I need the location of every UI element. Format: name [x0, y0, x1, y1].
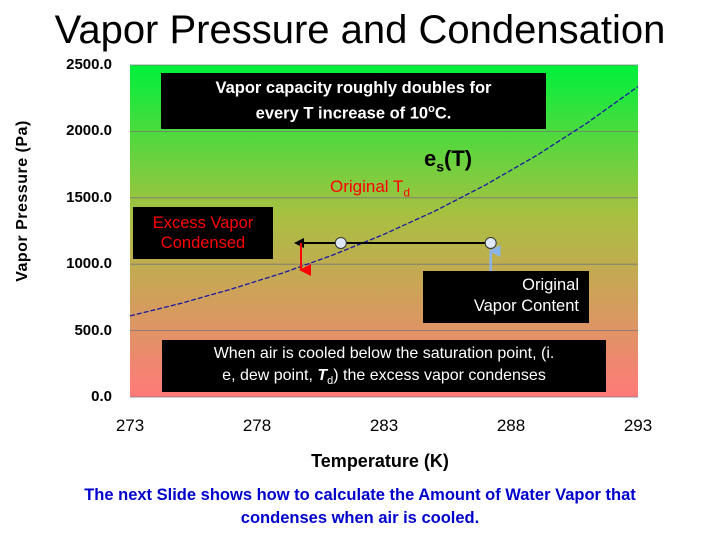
x-tick-4: 293 [623, 416, 653, 435]
gridlines [130, 64, 638, 398]
dew-point-note: When air is cooled below the saturation … [162, 340, 606, 392]
capacity-line1: Vapor capacity roughly doubles for [215, 79, 492, 97]
capacity-degree: o [428, 103, 435, 115]
y-tick-3: 1500.0 [66, 188, 112, 206]
capacity-line2: every T increase of 10 [255, 104, 429, 123]
x-tick-3: 288 [496, 416, 526, 435]
chart-title: Vapor Pressure and Condensation [54, 8, 666, 52]
data-points [334, 236, 497, 249]
data-point-1 [484, 236, 497, 249]
capacity-annotation: Vapor capacity roughly doubles for every… [161, 73, 546, 129]
data-point-0 [334, 236, 347, 249]
footer-text: The next Slide shows how to calculate th… [0, 484, 720, 530]
original-vapor-annotation: Original Vapor Content [423, 271, 589, 323]
y-tick-0: 0.0 [91, 388, 112, 405]
capacity-unit: C. [434, 104, 452, 123]
excess-vapor-annotation: Excess Vapor Condensed [133, 207, 273, 259]
x-tick-2: 283 [369, 416, 399, 435]
x-tick-1: 278 [242, 416, 272, 435]
y-tick-1: 500.0 [74, 321, 112, 339]
footer-line1: The next Slide shows how to calculate th… [84, 486, 636, 504]
original-td-label: Original Td [330, 177, 411, 200]
footer-line2: condenses when air is cooled. [240, 509, 480, 527]
y-tick-2: 1000.0 [66, 255, 112, 273]
y-tick-5: 2500.0 [66, 56, 112, 73]
x-tick-0: 273 [115, 416, 145, 435]
y-axis-label: Vapor Pressure (Pa) [14, 120, 31, 282]
x-axis-label: Temperature (K) [311, 451, 449, 471]
y-tick-4: 2000.0 [66, 122, 112, 140]
es-curve [129, 85, 639, 317]
es-label: es(T) [424, 146, 473, 175]
